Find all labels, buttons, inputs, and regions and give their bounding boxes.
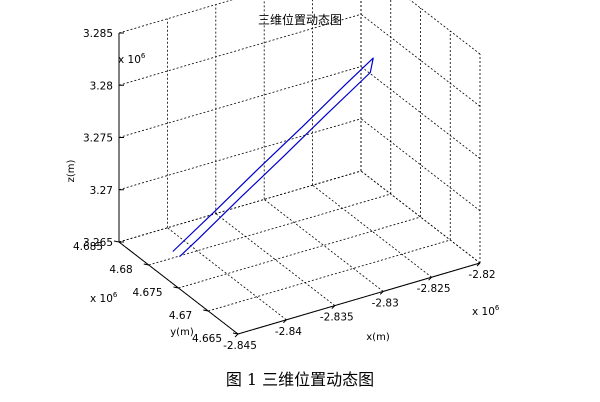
y-tick-mark bbox=[113, 240, 120, 243]
x-multiplier: x 106 bbox=[472, 304, 500, 318]
y-tick-label: 4.68 bbox=[109, 264, 132, 276]
grid-line bbox=[178, 216, 421, 289]
axis-multipliers: x 106 x 106 x 106 bbox=[90, 52, 500, 318]
y-axis-label: y(m) bbox=[170, 327, 194, 338]
y-multiplier: x 106 bbox=[90, 291, 118, 305]
x-tick-label: -2.83 bbox=[372, 297, 399, 309]
x-tick-mark bbox=[379, 291, 384, 295]
grid-line bbox=[118, 118, 362, 191]
grid-line bbox=[263, 199, 384, 292]
z-multiplier: x 106 bbox=[118, 52, 146, 66]
y-tick-label: 4.675 bbox=[132, 287, 162, 299]
axis-labels: 三维位置动态图 z(m) y(m) x(m) bbox=[66, 12, 390, 343]
grid-line bbox=[360, 118, 481, 212]
x-tick-label: -2.82 bbox=[468, 269, 495, 281]
chart-title: 三维位置动态图 bbox=[258, 12, 342, 27]
grid-line bbox=[167, 227, 287, 321]
axes-box bbox=[113, 32, 481, 338]
z-tick-label: 3.285 bbox=[83, 28, 113, 40]
grid-line bbox=[215, 213, 336, 306]
x-tick-mark bbox=[283, 319, 287, 324]
grid-line bbox=[360, 66, 481, 159]
z-tick-label: 3.27 bbox=[90, 185, 113, 197]
x-axis-line bbox=[237, 262, 481, 335]
x-tick-mark bbox=[234, 333, 239, 338]
grid-line bbox=[360, 13, 481, 107]
y-tick-label: 4.685 bbox=[73, 241, 103, 253]
x-tick-label: -2.845 bbox=[223, 340, 257, 352]
data-series bbox=[172, 57, 374, 258]
grid-line bbox=[148, 193, 391, 266]
x-tick-label: -2.84 bbox=[275, 326, 302, 338]
x-axis-label: x(m) bbox=[366, 332, 390, 343]
x-tick-mark bbox=[331, 305, 336, 309]
y-tick-mark bbox=[143, 263, 149, 266]
grid-line bbox=[360, 170, 481, 264]
z-tick-label: 3.265 bbox=[83, 237, 113, 249]
grid-line bbox=[118, 66, 362, 138]
x-tick-mark bbox=[476, 262, 481, 267]
grid-line bbox=[312, 184, 432, 278]
y-tick-label: 4.665 bbox=[192, 333, 222, 345]
y-tick-mark bbox=[203, 309, 209, 312]
y-tick-mark bbox=[232, 332, 239, 335]
x-tick-label: -2.825 bbox=[417, 283, 451, 295]
trajectory-line bbox=[172, 57, 374, 258]
grid-line bbox=[409, 0, 481, 55]
z-tick-label: 3.28 bbox=[90, 80, 113, 92]
figure-caption: 图 1 三维位置动态图 bbox=[225, 370, 375, 389]
z-tick-label: 3.275 bbox=[83, 133, 113, 145]
grid-line bbox=[208, 239, 451, 312]
z-axis-label: z(m) bbox=[66, 160, 77, 183]
y-tick-mark bbox=[173, 286, 179, 289]
tick-labels: -2.845-2.84-2.835-2.83-2.825-2.824.6654.… bbox=[73, 28, 496, 352]
x-tick-label: -2.835 bbox=[320, 312, 354, 324]
grid-line bbox=[118, 170, 362, 243]
y-tick-label: 4.67 bbox=[169, 310, 192, 322]
x-tick-mark bbox=[428, 276, 432, 281]
